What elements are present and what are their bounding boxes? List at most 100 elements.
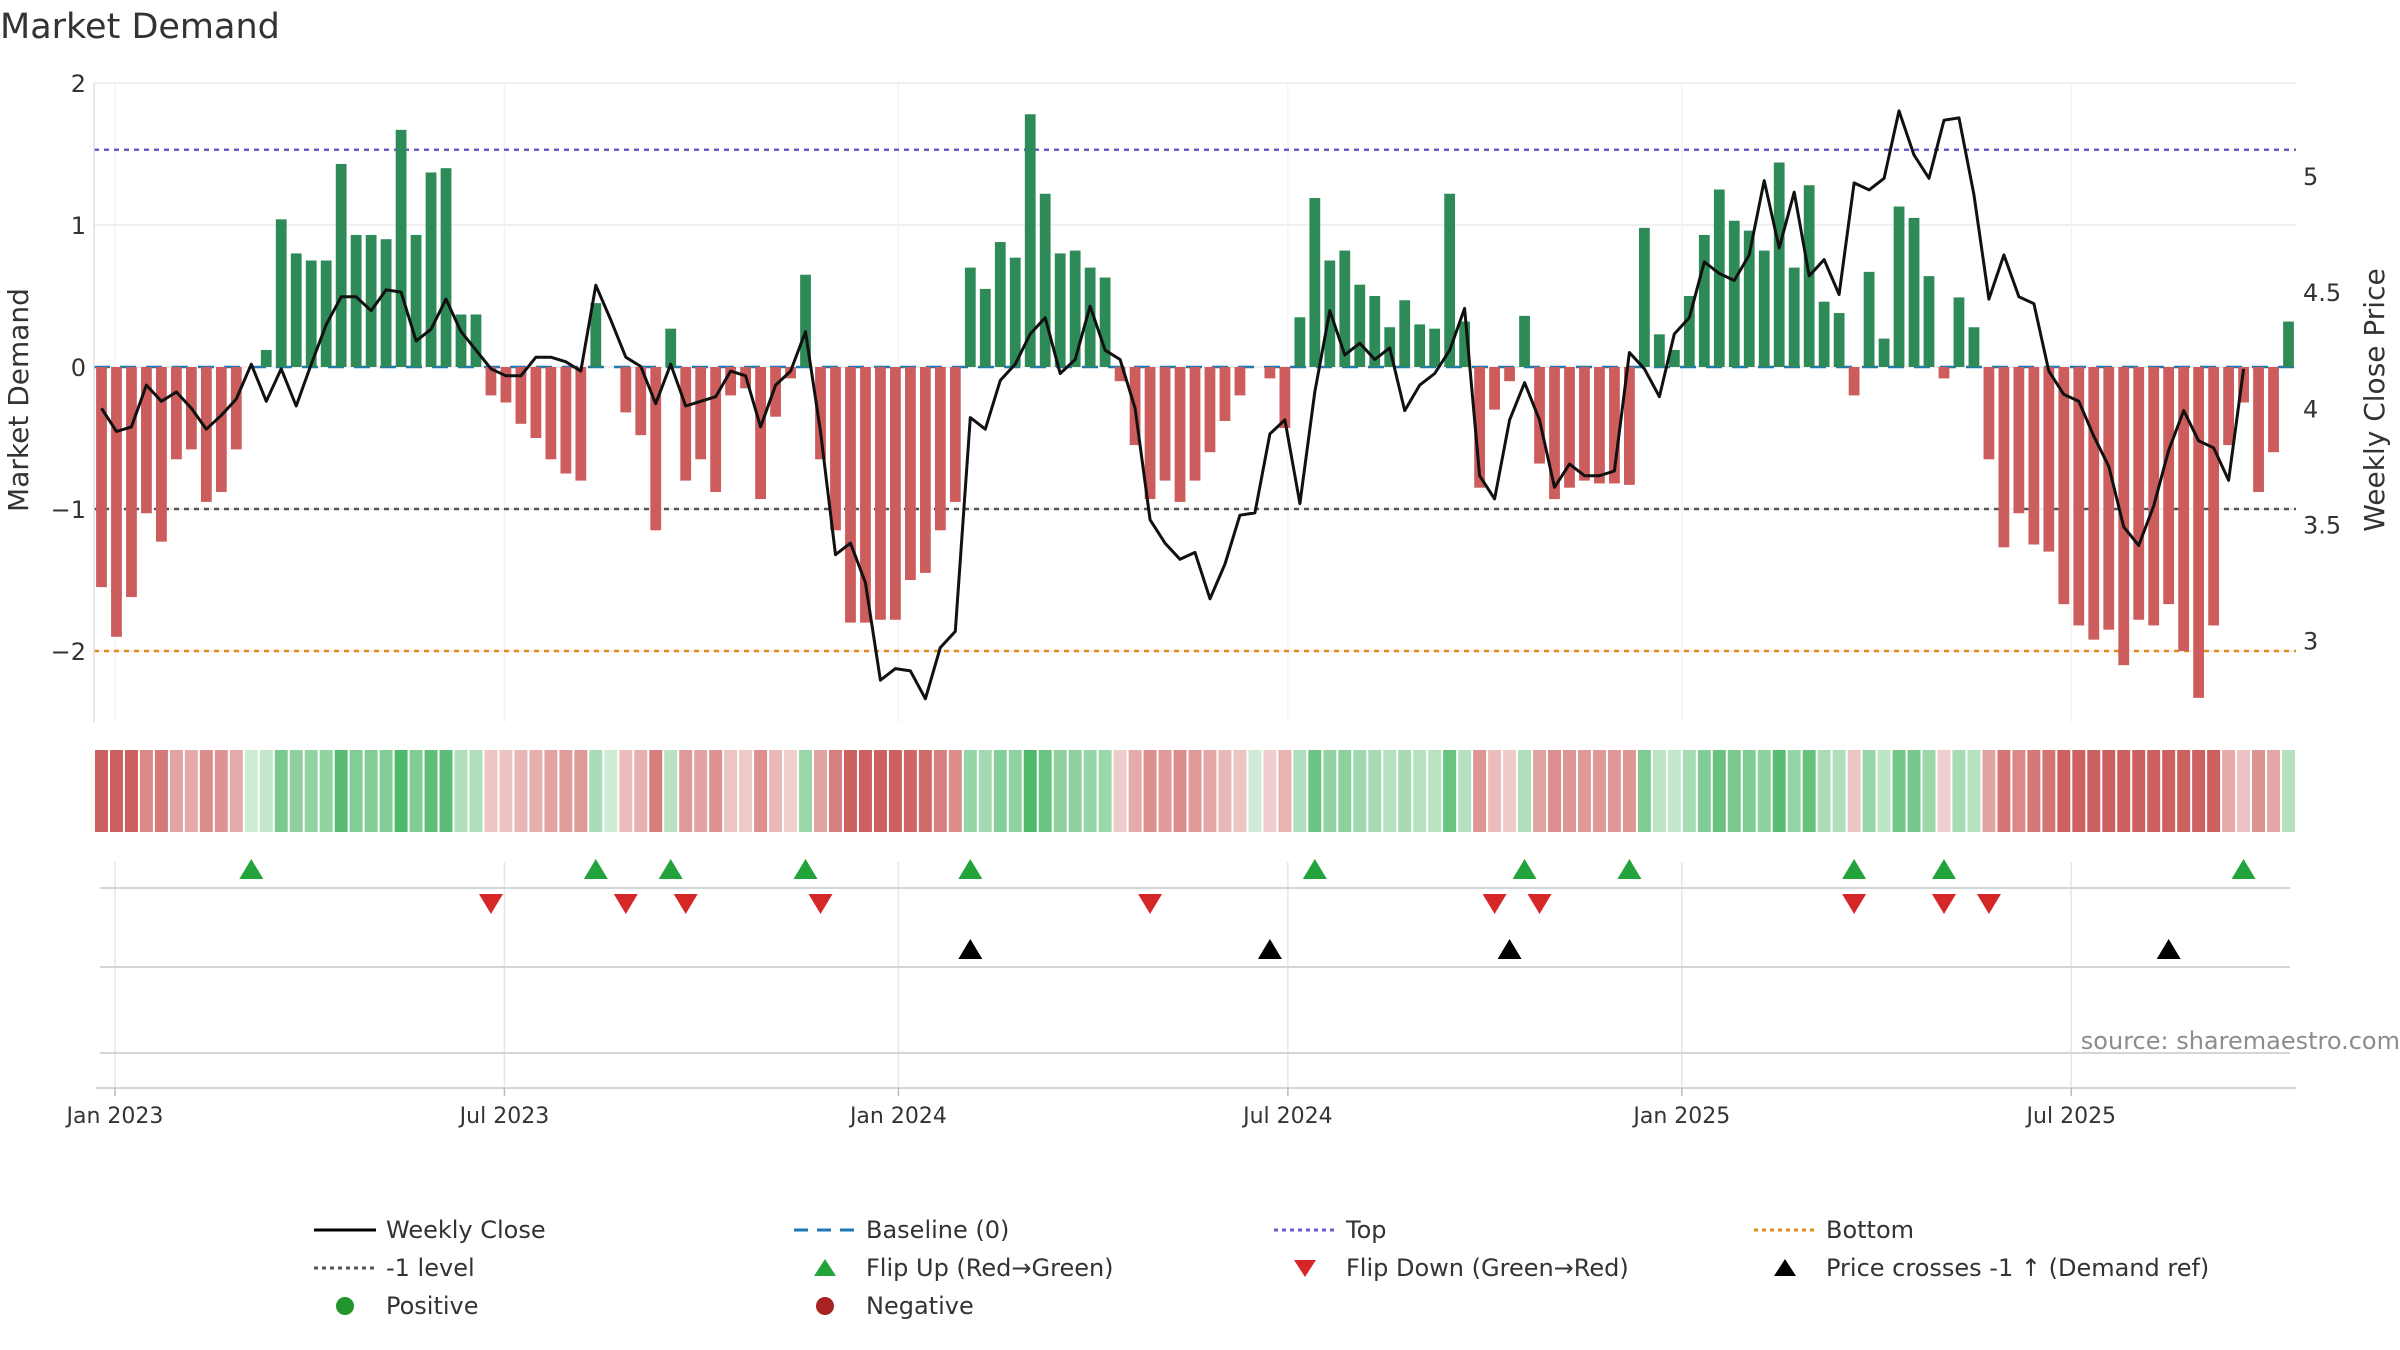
strip-cell xyxy=(1038,750,1052,832)
legend-item-flip-down: Flip Down (Green→Red) xyxy=(1270,1253,1629,1283)
strip-cell xyxy=(1398,750,1412,832)
strip-cell xyxy=(1533,750,1547,832)
demand-bar xyxy=(1893,206,1905,367)
flip-up-marker xyxy=(793,859,818,879)
strip-cell xyxy=(334,750,348,832)
demand-bar xyxy=(455,314,467,367)
strip-cell xyxy=(679,750,693,832)
strip-cell xyxy=(2252,750,2266,832)
demand-bar xyxy=(1264,367,1276,379)
demand-bar xyxy=(1878,338,1890,367)
flip-up-marker xyxy=(658,859,683,879)
strip-cell xyxy=(109,750,123,832)
strip-cell xyxy=(2087,750,2101,832)
strip-cell xyxy=(1787,750,1801,832)
strip-cell xyxy=(619,750,633,832)
legend-dash-swatch xyxy=(794,1228,856,1232)
demand-bar xyxy=(1429,328,1441,367)
grid-layer xyxy=(94,82,2296,1088)
demand-bar xyxy=(979,288,991,367)
demand-bar xyxy=(1414,324,1426,367)
strip-cell xyxy=(304,750,318,832)
strip-cell xyxy=(184,750,198,832)
demand-bar xyxy=(1354,284,1366,367)
strip-cell xyxy=(1577,750,1591,832)
demand-bar xyxy=(2073,367,2085,626)
demand-bar xyxy=(1489,367,1500,410)
flip-down-marker xyxy=(478,894,503,914)
legend-label: Bottom xyxy=(1826,1216,1915,1244)
strip-cell xyxy=(799,750,813,832)
demand-bar xyxy=(1054,253,1066,367)
strip-cell xyxy=(544,750,558,832)
demand-bar xyxy=(96,367,107,588)
legend-item-negative: Negative xyxy=(790,1291,974,1321)
legend-label: Flip Down (Green→Red) xyxy=(1346,1254,1629,1282)
strip-cell xyxy=(1218,750,1232,832)
strip-cell xyxy=(1637,750,1651,832)
demand-bar xyxy=(365,234,377,367)
demand-bar xyxy=(1683,296,1695,367)
x-tick-label: Jan 2023 xyxy=(65,1104,164,1129)
demand-bar xyxy=(1579,367,1590,481)
demand-bar xyxy=(1009,257,1021,367)
flip-down-marker xyxy=(1976,894,2001,914)
strip-cell xyxy=(814,750,827,832)
strip-cell xyxy=(754,750,768,832)
strip-cell xyxy=(873,750,887,832)
demand-bar xyxy=(650,367,662,531)
demand-bar xyxy=(994,242,1006,367)
demand-bar xyxy=(934,367,946,531)
strip-cell xyxy=(858,750,872,832)
strip-cell xyxy=(259,750,273,832)
negative-dot-icon xyxy=(816,1297,834,1315)
strip-cell xyxy=(948,750,962,832)
demand-bar xyxy=(1024,114,1036,368)
strip-cell xyxy=(2147,750,2161,832)
strip-cell xyxy=(1877,750,1891,832)
demand-bar xyxy=(2193,367,2205,698)
demand-bar xyxy=(1339,250,1351,367)
strip-cell xyxy=(499,750,513,832)
demand-bar xyxy=(395,129,407,367)
strip-cell xyxy=(1233,750,1247,832)
strip-cell xyxy=(1997,750,2011,832)
strip-cell xyxy=(634,750,648,832)
strip-cell xyxy=(95,750,108,832)
demand-bar xyxy=(1653,334,1665,367)
strip-cell xyxy=(229,750,243,832)
strip-cell xyxy=(2132,750,2146,832)
demand-bar xyxy=(1908,217,1920,367)
demand-bar xyxy=(170,367,182,460)
demand-bar xyxy=(2028,367,2040,545)
demand-bar xyxy=(111,367,122,637)
strip-cell xyxy=(1802,750,1816,832)
demand-bar xyxy=(665,328,677,367)
strip-cell xyxy=(169,750,183,832)
legend-label: Negative xyxy=(866,1292,974,1320)
demand-bar xyxy=(680,367,692,481)
flip-up-marker xyxy=(958,859,983,879)
demand-bar xyxy=(830,367,841,531)
demand-bar xyxy=(695,367,707,460)
demand-bar xyxy=(770,367,781,417)
demand-bar xyxy=(1069,250,1081,367)
strip-cell xyxy=(514,750,528,832)
x-tick-label: Jul 2023 xyxy=(458,1104,550,1129)
demand-bar xyxy=(1279,367,1291,429)
demand-bar xyxy=(1564,367,1575,488)
demand-bar xyxy=(230,367,242,450)
strip-cell xyxy=(1113,750,1127,832)
y2-tick-label: 5 xyxy=(2303,163,2318,191)
x-tick-label: Jul 2025 xyxy=(2025,1104,2117,1129)
demand-bar xyxy=(1698,234,1710,367)
strip-cell xyxy=(1667,750,1681,832)
demand-bar xyxy=(800,274,811,367)
flip-up-marker xyxy=(1931,859,1956,879)
strip-cell xyxy=(319,750,333,832)
flip-down-icon xyxy=(1294,1260,1316,1277)
demand-bar xyxy=(1953,297,1965,367)
strip-cell xyxy=(1488,750,1502,832)
demand-bar xyxy=(1848,367,1860,396)
demand-bar xyxy=(904,367,916,580)
